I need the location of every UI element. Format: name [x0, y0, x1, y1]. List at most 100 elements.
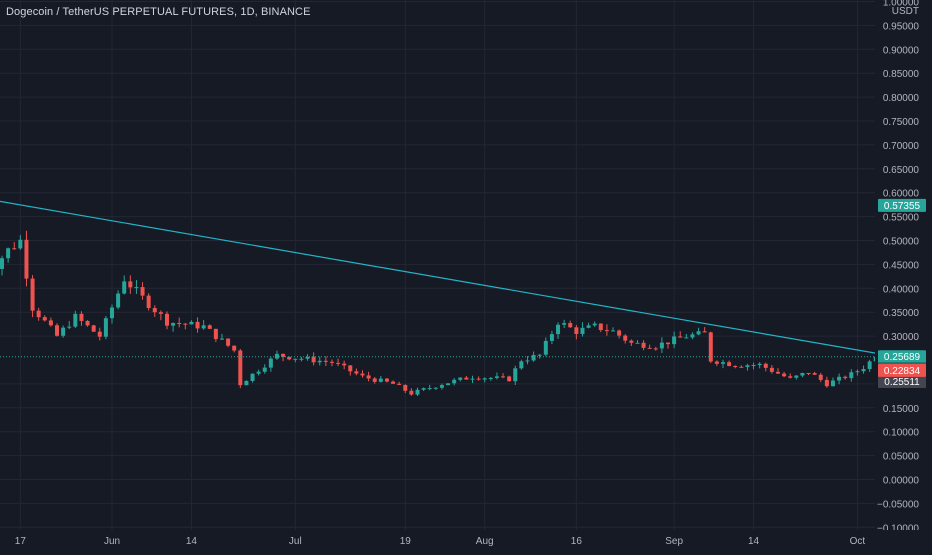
- candle: [653, 346, 658, 351]
- candle: [24, 230, 29, 287]
- time-axis[interactable]: [0, 530, 932, 550]
- candle-body: [696, 331, 701, 335]
- candle-body: [48, 320, 53, 326]
- candle: [287, 356, 292, 361]
- candle-body: [837, 376, 842, 381]
- candle-body: [189, 321, 194, 325]
- candle: [158, 310, 163, 321]
- candle-body: [782, 373, 787, 377]
- candle-body: [672, 336, 677, 345]
- candle: [543, 337, 548, 357]
- candle: [519, 359, 524, 370]
- candle-body: [678, 336, 683, 338]
- candle: [360, 370, 365, 378]
- candle-body: [293, 358, 298, 360]
- candle: [702, 327, 707, 333]
- candle: [684, 333, 689, 339]
- candle-body: [708, 332, 713, 362]
- candle: [696, 327, 701, 336]
- candle: [739, 365, 744, 368]
- candle: [556, 322, 561, 339]
- candle: [427, 384, 432, 391]
- candle: [775, 368, 780, 375]
- target-price-tag: 0.57355: [878, 198, 926, 212]
- last-price-tag: 0.25689: [878, 350, 926, 364]
- grid: [0, 0, 875, 530]
- candle-body: [134, 287, 139, 289]
- candle: [782, 371, 787, 378]
- candle-body: [12, 248, 17, 250]
- candle: [36, 307, 41, 321]
- candle-body: [727, 362, 732, 366]
- entry-price-tag: 0.25511: [878, 375, 926, 389]
- candle-body: [61, 327, 66, 336]
- candle-body: [568, 323, 573, 328]
- price-tick-label: 0.30000: [883, 332, 920, 343]
- candle-body: [464, 377, 469, 380]
- candle-body: [67, 326, 72, 328]
- time-tick-label: Sep: [665, 536, 683, 547]
- price-axis[interactable]: [875, 0, 932, 550]
- price-tick-label: 0.90000: [883, 45, 920, 56]
- candle-body: [439, 385, 444, 388]
- candle: [714, 360, 719, 367]
- candle-body: [494, 376, 499, 378]
- candle-body: [427, 388, 432, 390]
- price-tick-label: 0.45000: [883, 260, 920, 271]
- candle-body: [519, 361, 524, 369]
- candle: [800, 372, 805, 378]
- candle-body: [256, 371, 261, 374]
- candle-body: [158, 312, 163, 314]
- candle-body: [476, 378, 481, 380]
- candle-body: [6, 248, 11, 259]
- candle-body: [775, 371, 780, 374]
- candle: [262, 364, 267, 374]
- candle-body: [824, 379, 829, 387]
- candle-body: [268, 358, 273, 368]
- candle-body: [488, 377, 493, 379]
- candle-body: [446, 383, 451, 386]
- candle: [274, 350, 279, 360]
- candle: [213, 328, 218, 343]
- time-tick-label: Jul: [289, 536, 302, 547]
- candle-body: [232, 345, 237, 351]
- time-tick-label: 14: [748, 536, 760, 547]
- candle-body: [164, 313, 169, 326]
- stop-price-tag-text: 0.22834: [884, 366, 921, 377]
- candle: [201, 319, 206, 330]
- candle-body: [543, 340, 548, 355]
- candle-body: [604, 330, 609, 332]
- candle-body: [207, 325, 212, 329]
- candle-body: [751, 365, 756, 367]
- candle-body: [470, 378, 475, 380]
- price-tick-label: 0.15000: [883, 404, 920, 415]
- candle-body: [592, 323, 597, 326]
- candle-body: [91, 325, 96, 332]
- candle: [861, 365, 866, 374]
- candle: [91, 324, 96, 332]
- candle-body: [507, 376, 512, 382]
- candle-body: [30, 278, 35, 311]
- trendline[interactable]: [0, 197, 932, 383]
- candle-body: [391, 381, 396, 384]
- candle: [592, 321, 597, 327]
- candle: [837, 373, 842, 385]
- candle: [48, 317, 53, 327]
- candle-body: [171, 323, 176, 326]
- candle-body: [36, 310, 41, 318]
- candle: [824, 376, 829, 388]
- candle: [281, 353, 286, 362]
- price-tick-label: −0.10000: [877, 523, 919, 534]
- candle-body: [342, 363, 347, 366]
- candle-body: [213, 328, 218, 340]
- candle-body: [238, 350, 243, 386]
- candle-body: [562, 323, 567, 325]
- candle-body: [501, 376, 506, 378]
- candle: [745, 363, 750, 371]
- candle: [171, 322, 176, 332]
- candle-body: [250, 373, 255, 381]
- candle: [42, 315, 47, 322]
- candle: [164, 311, 169, 330]
